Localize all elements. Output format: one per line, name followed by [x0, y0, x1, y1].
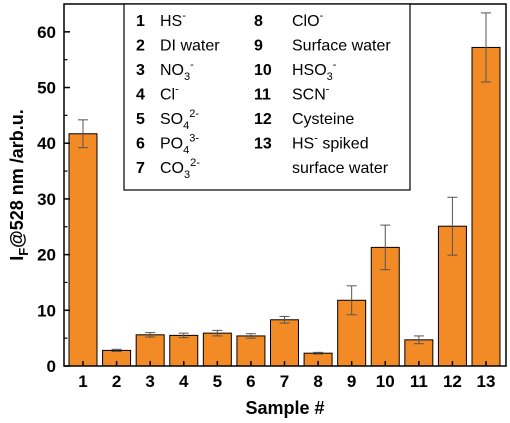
legend-label: SCN-: [292, 84, 330, 104]
x-tick-label: 4: [179, 372, 189, 391]
legend-label: HS-: [160, 10, 186, 30]
legend-number: 4: [136, 87, 145, 104]
legend-label-part: 3: [327, 71, 333, 83]
legend-label: surface water: [292, 160, 389, 177]
legend-number: 6: [136, 136, 145, 153]
x-tick-label: 7: [280, 372, 289, 391]
legend-label-part: -: [333, 59, 337, 71]
x-tick-label: 3: [145, 372, 154, 391]
legend-label-part: SCN: [292, 87, 326, 104]
legend-number: 8: [254, 13, 263, 30]
legend-label-part: 2-: [190, 157, 200, 169]
legend-label-part: -: [182, 10, 186, 22]
legend-label-part: 2-: [189, 108, 199, 120]
legend-label-part: surface water: [292, 160, 389, 177]
x-axis: 1 2 3 4 5 6 7 8 9 10 11 12 13: [78, 361, 495, 391]
legend-label: Cysteine: [292, 111, 354, 128]
bar-1: [68, 133, 98, 367]
x-axis-label: Sample #: [245, 398, 324, 418]
legend-number: 9: [254, 38, 263, 55]
legend-label-part: HSO: [292, 62, 327, 79]
legend-label-part: PO: [160, 136, 183, 153]
legend-label-part: DI water: [160, 38, 220, 55]
legend-label-part: HS: [292, 136, 314, 153]
bar-7: [270, 319, 299, 367]
legend-number: 2: [136, 38, 145, 55]
legend-number: 12: [254, 111, 272, 128]
legend-label-part: HS: [160, 13, 182, 30]
legend-number: 10: [254, 62, 272, 79]
legend-number: 11: [254, 87, 271, 104]
x-tick-label: 13: [477, 372, 496, 391]
legend-label: HSO3-: [292, 59, 337, 83]
legend-label-part: NO: [160, 62, 184, 79]
bar-4: [169, 334, 199, 367]
legend-number: 1: [136, 13, 145, 30]
y-tick-label: 40: [37, 134, 56, 153]
y-tick-label: 10: [37, 301, 56, 320]
y-axis: 0 10 20 30 40 50 60: [37, 23, 70, 376]
y-axis-label: IF@528 nm /arb.u.: [7, 109, 31, 261]
y-axis-label-sub: F: [16, 248, 31, 256]
legend-label-part: Cysteine: [292, 111, 354, 128]
x-tick-label: 6: [246, 372, 255, 391]
legend-label-part: -: [175, 84, 179, 96]
legend-label-part: 4: [183, 145, 189, 157]
bar-13: [471, 46, 501, 367]
legend-label-part: Cl: [160, 87, 175, 104]
y-tick-label: 30: [37, 190, 56, 209]
error-bars-group: [78, 12, 491, 355]
x-tick-label: 10: [376, 372, 395, 391]
legend-label: Surface water: [292, 38, 391, 55]
y-axis-label-main: I: [7, 256, 27, 261]
legend-label-part: 3-: [189, 133, 199, 145]
x-tick-label: 9: [347, 372, 356, 391]
legend-number: 3: [136, 62, 145, 79]
legend-number: 7: [136, 160, 145, 177]
legend-label-part: Surface water: [292, 38, 391, 55]
legend-label-part: -: [190, 59, 194, 71]
legend-label: SO42-: [160, 108, 199, 132]
y-axis-label-rest: @528 nm /arb.u.: [7, 109, 27, 248]
y-tick-label: 60: [37, 23, 56, 42]
x-tick-label: 5: [213, 372, 222, 391]
x-tick-label: 8: [313, 372, 322, 391]
y-tick-label: 50: [37, 79, 56, 98]
legend-label-part: spiked: [318, 136, 369, 153]
legend-box: [123, 3, 411, 191]
y-tick-label: 0: [47, 357, 56, 376]
bars-group: [68, 46, 501, 367]
legend-number: 13: [254, 136, 272, 153]
legend-label: CO32-: [160, 157, 200, 181]
legend-label: ClO-: [292, 10, 324, 30]
x-tick-label: 1: [78, 372, 87, 391]
legend-label-part: -: [320, 10, 324, 22]
legend-label: NO3-: [160, 59, 194, 83]
x-tick-label: 11: [410, 372, 428, 391]
legend-label: HS- spiked: [292, 133, 369, 153]
x-tick-label: 12: [443, 372, 462, 391]
y-tick-label: 20: [37, 246, 56, 265]
legend-label-part: SO: [160, 111, 183, 128]
legend-label-part: 3: [184, 169, 190, 181]
legend-number: 5: [136, 111, 145, 128]
legend-label: PO43-: [160, 133, 199, 157]
legend-label: DI water: [160, 38, 220, 55]
legend-label-part: -: [326, 84, 330, 96]
legend-label-part: 4: [183, 120, 189, 132]
x-tick-label: 2: [112, 372, 121, 391]
legend-label-part: ClO: [292, 13, 320, 30]
legend-label: Cl-: [160, 84, 179, 104]
legend-label-part: -: [314, 133, 318, 145]
legend-label-part: CO: [160, 160, 184, 177]
legend-label-part: 3: [184, 71, 190, 83]
